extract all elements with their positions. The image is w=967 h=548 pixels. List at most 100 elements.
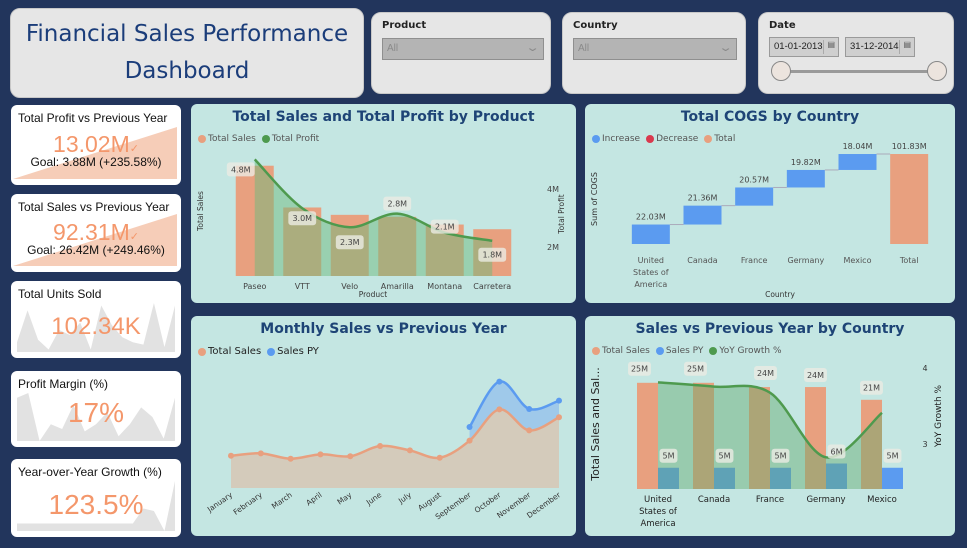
data-label-bg — [715, 448, 734, 463]
data-label: 4.8M — [231, 165, 251, 174]
legend-label: YoY Growth % — [719, 346, 782, 356]
x-tick-label: America — [640, 519, 675, 529]
y2-tick-label: 4M — [547, 185, 559, 194]
calendar-icon[interactable]: ▤ — [823, 40, 835, 54]
date-end-input[interactable]: 31-12-2014 ▤ — [845, 37, 915, 57]
chart-title: Total Sales and Total Profit by Product — [232, 109, 535, 125]
legend-item-total-profit[interactable]: Total Profit — [261, 134, 319, 144]
data-label: 25M — [631, 365, 648, 374]
date-start-input[interactable]: 01-01-2013 ▤ — [769, 37, 839, 57]
y2-axis-label: YoY Growth % — [934, 384, 944, 448]
x-tick-label: March — [270, 490, 294, 511]
total-sales-point — [406, 447, 413, 454]
data-label-bg — [288, 211, 317, 226]
check-icon: ✓ — [129, 143, 139, 155]
data-label: 19.82M — [791, 158, 821, 167]
chart-title: Total COGS by Country — [680, 109, 860, 125]
data-label: 25M — [687, 365, 704, 374]
bar-sales-py — [770, 467, 791, 489]
date-start-value: 01-01-2013 — [774, 41, 823, 52]
legend-item-increase[interactable]: Increase — [592, 134, 640, 144]
bar-total-sales — [749, 387, 770, 489]
legend-label: Increase — [602, 134, 641, 144]
legend-item-yoy-growth[interactable]: YoY Growth % — [709, 346, 782, 356]
kpi-value: 17% — [67, 397, 125, 428]
x-tick-label: June — [364, 490, 384, 508]
sparkline-area — [17, 393, 175, 441]
waterfall-bar — [735, 187, 774, 206]
country-dropdown[interactable]: All ⌄ — [573, 38, 737, 60]
total-sales-point — [317, 451, 324, 458]
sparkline-area — [17, 481, 175, 531]
kpi-sparkline — [17, 393, 175, 441]
data-label: 24M — [807, 371, 824, 380]
data-label-bg — [754, 366, 777, 381]
legend-item-total[interactable]: Total — [704, 134, 735, 144]
kpi-value: 123.5% — [48, 489, 144, 520]
total-sales-point — [377, 443, 384, 450]
legend-item-total-sales[interactable]: Total Sales — [198, 134, 256, 144]
data-label: 1.8M — [482, 251, 502, 260]
legend-item-total-sales[interactable]: Total Sales — [198, 346, 261, 357]
total-sales-point — [496, 406, 503, 413]
legend-label: Total Sales — [208, 134, 256, 144]
chevron-down-icon: ⌄ — [718, 42, 733, 54]
x-tick-label: VTT — [295, 282, 310, 291]
data-label: 5M — [663, 452, 675, 461]
legend-item-sales-py[interactable]: Sales PY — [655, 346, 703, 356]
legend-item-sales-py[interactable]: Sales PY — [267, 346, 319, 357]
total-sales-point — [347, 453, 354, 460]
x-tick-label: France — [741, 256, 768, 265]
chart-plot: Sum of COGS Country 22.03M United States o… — [590, 142, 929, 299]
country-slicer: Country All ⌄ — [562, 12, 746, 94]
x-tick-label: France — [756, 495, 784, 505]
y2-tick-label: 2M — [547, 243, 559, 252]
data-label: 22.03M — [636, 213, 666, 222]
legend-item-decrease[interactable]: Decrease — [646, 134, 698, 144]
date-range-track[interactable] — [783, 70, 935, 73]
data-label: 18.04M — [843, 142, 873, 151]
data-label-bg — [771, 448, 790, 463]
data-label: 2.8M — [387, 200, 407, 209]
x-tick-label: Montana — [427, 282, 462, 291]
chart-cogs-by-country: Total COGS by Country Increase Decrease … — [585, 104, 955, 303]
dashboard-title-card: Financial Sales Performance Dashboard — [10, 8, 364, 98]
legend-item-total-sales[interactable]: Total Sales — [592, 346, 650, 356]
bar-sales-py — [714, 467, 735, 489]
product-dropdown[interactable]: All ⌄ — [382, 38, 544, 60]
y-axis-label: Total Sales and Sal... — [589, 367, 602, 481]
data-label-bg — [335, 235, 364, 250]
check-icon: ✓ — [129, 231, 139, 243]
data-label: 5M — [775, 452, 787, 461]
chart-legend: Total Sales Sales PY YoY Growth % — [592, 346, 782, 356]
kpi-trend-background — [13, 214, 177, 266]
x-tick-label: May — [336, 490, 354, 507]
x-tick-label: States of — [633, 268, 669, 277]
data-label: 21M — [863, 384, 880, 393]
total-sales-point — [436, 454, 443, 461]
data-label-bg — [478, 247, 507, 262]
kpi-sparkline — [17, 481, 175, 531]
data-label: 5M — [887, 452, 899, 461]
date-range-start-handle[interactable] — [771, 61, 791, 81]
date-range-end-handle[interactable] — [927, 61, 947, 81]
dashboard-title-line2: Dashboard — [124, 58, 250, 84]
y2-tick-label: 3 — [922, 440, 927, 449]
data-label-bg — [659, 448, 678, 463]
kpi-total-sales: Total Sales vs Previous Year 92.31M✓ Goa… — [11, 194, 181, 272]
kpi-value: 92.31M✓ — [11, 219, 181, 246]
waterfall-bar — [890, 154, 929, 244]
kpi-sparkline — [17, 303, 175, 352]
kpi-value: 13.02M✓ — [11, 131, 181, 158]
product-slicer: Product All ⌄ — [371, 12, 551, 94]
sparkline-area — [17, 303, 175, 352]
kpi-title: Profit Margin (%) — [18, 377, 109, 391]
kpi-title: Total Sales vs Previous Year — [18, 200, 170, 214]
chart-plot: Total Sales and Sal... YoY Growth % 25M 2… — [589, 361, 944, 529]
kpi-title: Total Units Sold — [18, 287, 102, 301]
x-tick-label: America — [634, 280, 667, 289]
calendar-icon[interactable]: ▤ — [899, 40, 911, 54]
total-sales-point — [556, 414, 562, 421]
data-label-bg — [860, 380, 883, 395]
